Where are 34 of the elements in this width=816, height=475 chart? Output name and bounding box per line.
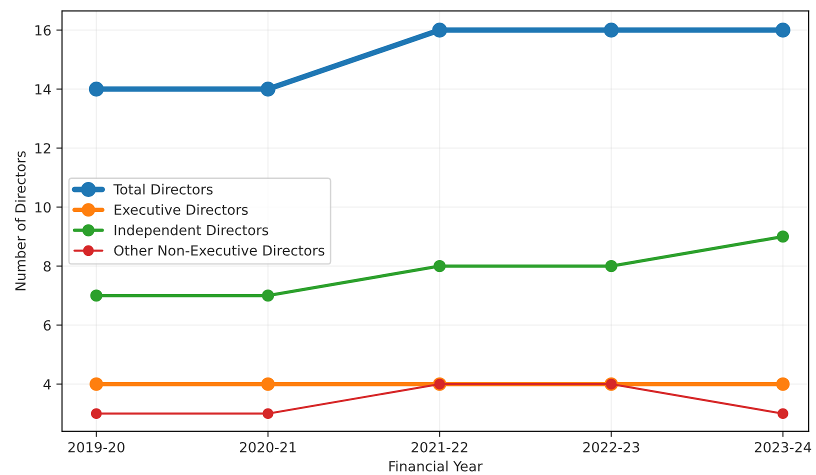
x-axis-title: Financial Year: [389, 460, 483, 472]
point: [605, 260, 618, 272]
legend-label: Independent Directors: [114, 224, 268, 238]
point: [90, 408, 102, 419]
point: [776, 230, 789, 243]
point: [90, 377, 104, 391]
x-tick-label: 2022-23: [583, 442, 640, 452]
y-tick-label: 10: [35, 202, 51, 213]
y-tick-label: 14: [35, 84, 51, 94]
point: [88, 82, 104, 97]
legend-label: Total Directors: [113, 184, 213, 195]
point: [604, 22, 619, 38]
point: [262, 290, 274, 302]
point: [90, 290, 102, 302]
point: [262, 408, 274, 419]
x-tick-label: 2023-24: [754, 442, 812, 452]
x-tick-label: 2021-22: [412, 442, 468, 452]
legend-label: Other Non-Executive Directors: [114, 244, 324, 256]
point: [432, 22, 448, 38]
point: [434, 260, 446, 272]
point: [776, 377, 790, 391]
y-tick-label: 12: [35, 143, 50, 154]
y-tick-label: 16: [35, 25, 51, 36]
legend-label: Executive Directors: [114, 204, 248, 215]
point: [778, 408, 788, 419]
x-tick-label: 2020-21: [240, 442, 296, 452]
y-tick-label: 8: [44, 261, 51, 272]
point: [260, 82, 276, 97]
y-tick-label: 6: [44, 320, 51, 331]
point: [775, 22, 790, 38]
y-tick-label: 4: [43, 379, 51, 390]
point: [261, 377, 275, 391]
x-tick-label: 2019-20: [68, 442, 124, 452]
y-axis-title: Number of Directors: [14, 151, 26, 290]
